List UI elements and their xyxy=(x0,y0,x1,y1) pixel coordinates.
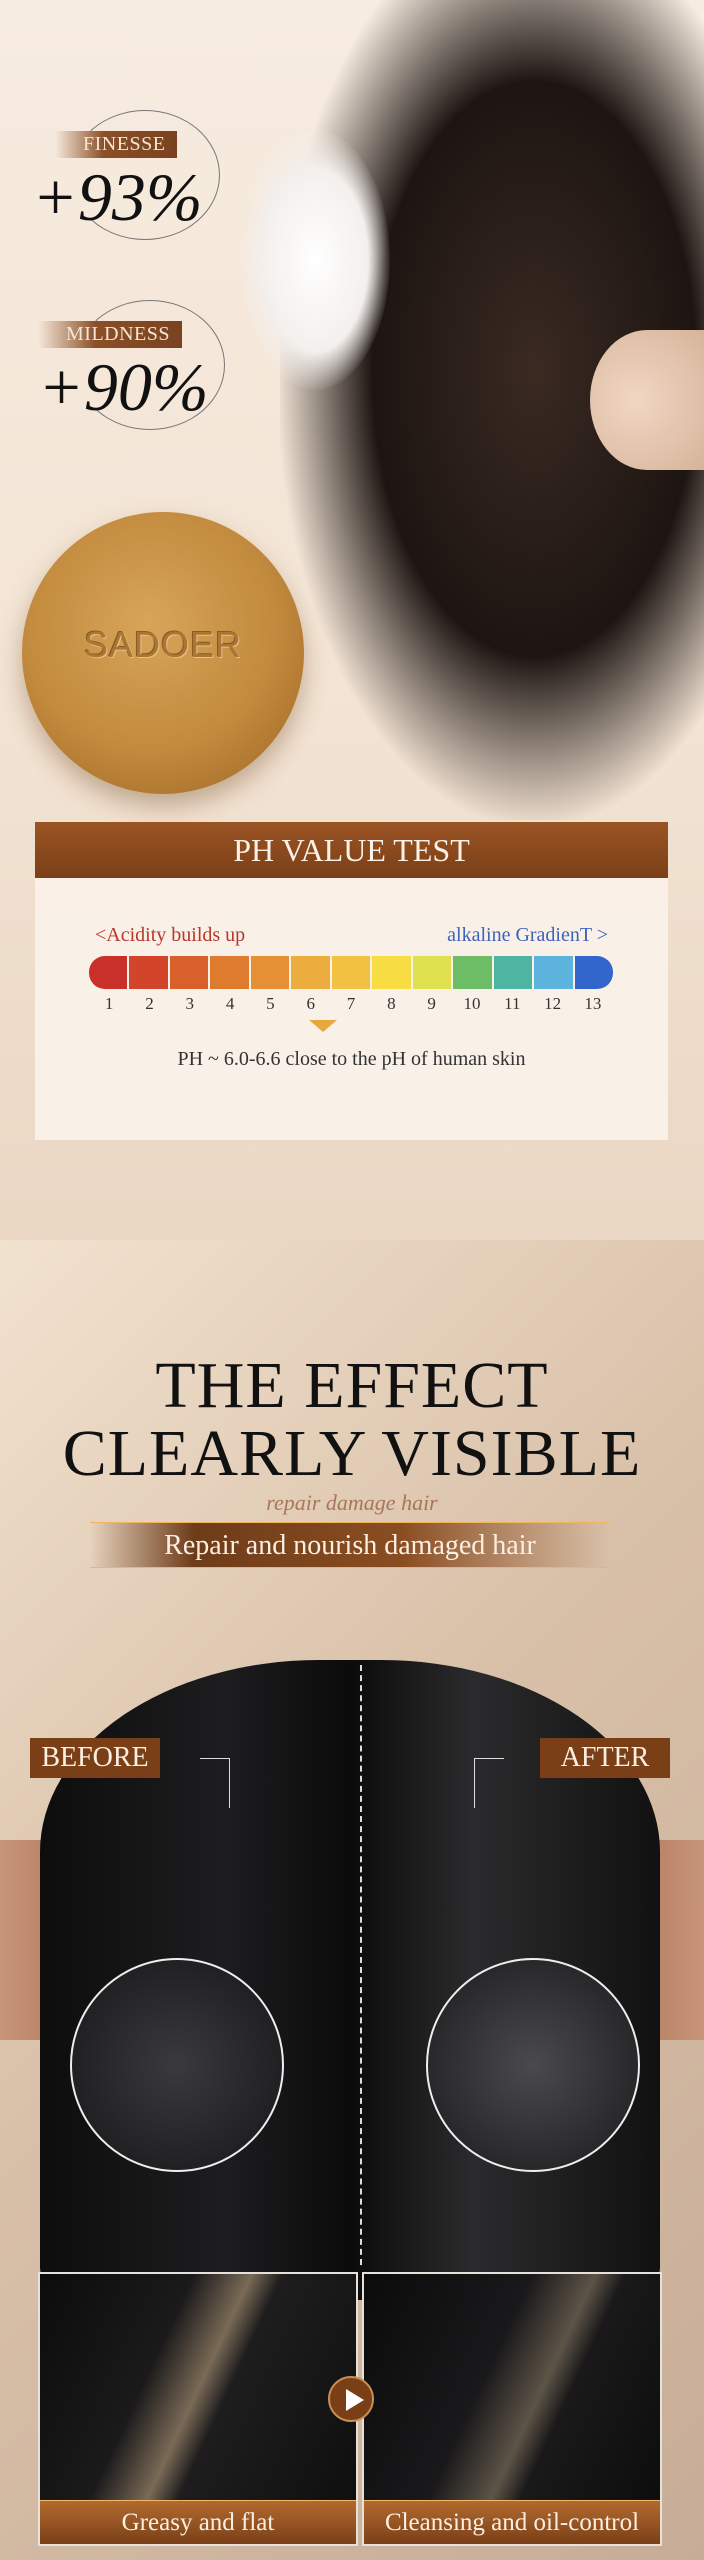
after-caption: Cleansing and oil-control xyxy=(364,2500,660,2544)
callout-line xyxy=(200,1758,230,1808)
arrow-arc-icon xyxy=(70,110,220,240)
subtitle-banner: Repair and nourish damaged hair xyxy=(90,1522,610,1568)
divider-dashed-line xyxy=(360,1665,362,2265)
acid-label: <Acidity builds up xyxy=(95,924,246,946)
stat-label: MILDNESS xyxy=(38,321,183,348)
ph-segment-13 xyxy=(574,956,614,989)
ph-number: 10 xyxy=(463,994,481,1013)
ph-test-panel: PH VALUE TEST <Acidity builds up alkalin… xyxy=(35,822,668,1140)
ph-title: PH VALUE TEST xyxy=(35,822,668,878)
ph-segment-6 xyxy=(291,956,330,989)
stat-value: +90% xyxy=(38,349,209,425)
before-scalp-photo: Greasy and flat xyxy=(38,2272,358,2546)
ph-number: 11 xyxy=(504,994,521,1013)
ph-number: 12 xyxy=(544,994,562,1013)
watermark-script: repair damage hair xyxy=(266,1490,438,1515)
play-arrow-icon xyxy=(328,2376,374,2422)
alkaline-label: alkaline GradienT > xyxy=(447,924,608,946)
ph-scale-numbers: 1 2 3 4 5 6 7 8 9 10 11 12 13 xyxy=(89,994,613,1014)
ph-number: 7 xyxy=(346,994,356,1013)
after-zoom-circle xyxy=(426,1958,640,2172)
ph-number: 4 xyxy=(225,994,235,1013)
shampoo-foam xyxy=(240,130,390,390)
before-zoom-circle xyxy=(70,1958,284,2172)
ph-number: 2 xyxy=(145,994,154,1013)
ph-segment-7 xyxy=(331,956,371,989)
ph-segment-1 xyxy=(89,956,128,989)
ph-note: PH ~ 6.0-6.6 close to the pH of human sk… xyxy=(177,1048,526,1070)
ph-color-scale xyxy=(89,956,614,989)
ph-number: 5 xyxy=(266,994,275,1013)
ph-segment-9 xyxy=(412,956,452,989)
ph-number: 13 xyxy=(584,994,602,1013)
effect-title-line2: CLEARLY VISIBLE xyxy=(62,1417,642,1490)
ph-segment-10 xyxy=(453,956,492,989)
effect-title-line1: THE EFFECT xyxy=(155,1349,549,1422)
ph-segment-8 xyxy=(372,956,411,989)
ph-number: 9 xyxy=(427,994,436,1013)
callout-line xyxy=(474,1758,504,1808)
ph-number: 6 xyxy=(306,994,315,1013)
brand-logo: SADOER xyxy=(83,624,243,665)
ph-segment-4 xyxy=(210,956,249,989)
ph-number: 3 xyxy=(185,994,195,1013)
ph-number: 1 xyxy=(104,994,114,1013)
ph-segment-2 xyxy=(129,956,168,989)
stat-label: FINESSE xyxy=(55,131,178,158)
ph-segment-3 xyxy=(169,956,209,989)
after-scalp-photo: Cleansing and oil-control xyxy=(362,2272,662,2546)
arrow-arc-icon xyxy=(75,300,225,430)
ph-number: 8 xyxy=(387,994,396,1013)
ph-segment-12 xyxy=(534,956,573,989)
stat-value: +93% xyxy=(32,159,203,235)
soap-bar-image: SADOER xyxy=(22,512,304,794)
model-ear xyxy=(590,330,704,470)
ph-marker-triangle-icon xyxy=(308,1020,337,1032)
before-label: BEFORE xyxy=(30,1738,160,1778)
before-caption: Greasy and flat xyxy=(40,2500,356,2544)
ph-segment-5 xyxy=(250,956,290,989)
ph-segment-11 xyxy=(493,956,533,989)
after-label: AFTER xyxy=(540,1738,670,1778)
